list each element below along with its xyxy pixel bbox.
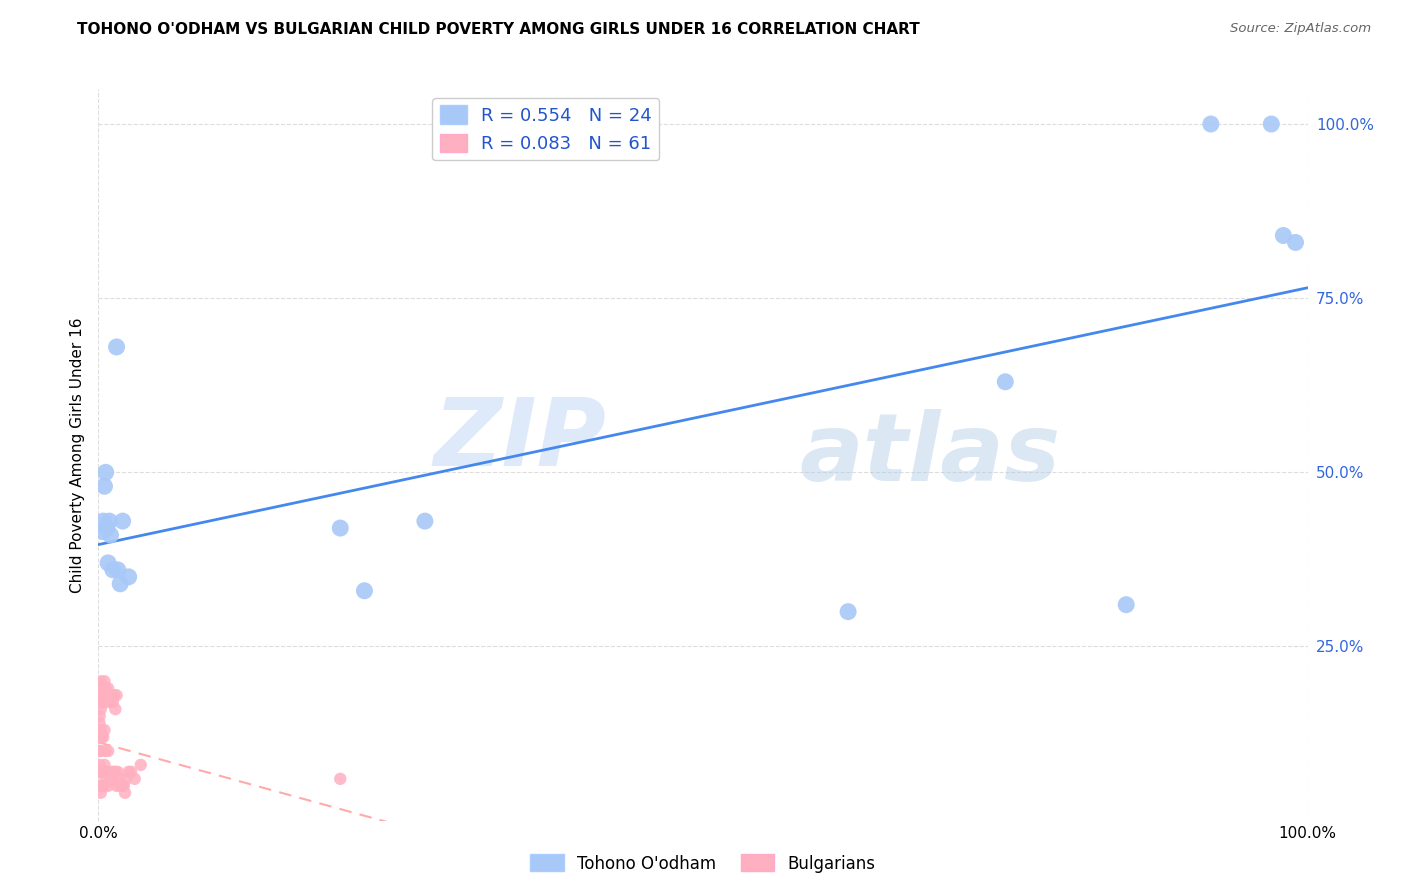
Point: [97, 681, 120, 696]
Point: [98, 514, 121, 528]
Point: [90, 674, 112, 689]
Point: [89, 764, 111, 779]
Point: [89, 758, 111, 772]
Point: [94, 681, 117, 696]
Point: [91, 688, 114, 702]
Point: [1272, 228, 1295, 243]
Point: [90, 702, 112, 716]
Point: [97, 556, 120, 570]
Point: [124, 772, 146, 786]
Point: [1115, 598, 1137, 612]
Point: [413, 514, 436, 528]
Point: [93, 758, 115, 772]
Point: [118, 764, 141, 779]
Point: [93, 674, 115, 689]
Text: Source: ZipAtlas.com: Source: ZipAtlas.com: [1230, 22, 1371, 36]
Point: [89, 688, 111, 702]
Point: [91, 779, 114, 793]
Point: [94, 466, 117, 480]
Point: [111, 514, 134, 528]
Point: [129, 758, 152, 772]
Point: [89, 709, 111, 723]
Point: [96, 688, 118, 702]
Y-axis label: Child Poverty Among Girls Under 16: Child Poverty Among Girls Under 16: [69, 318, 84, 592]
Point: [114, 786, 136, 800]
Point: [994, 375, 1017, 389]
Point: [89, 744, 111, 758]
Point: [90, 764, 112, 779]
Point: [96, 521, 118, 535]
Point: [89, 716, 111, 731]
Point: [105, 340, 128, 354]
Point: [103, 688, 125, 702]
Point: [89, 695, 111, 709]
Point: [100, 764, 122, 779]
Point: [91, 524, 114, 539]
Point: [101, 695, 124, 709]
Point: [115, 772, 138, 786]
Point: [103, 764, 125, 779]
Legend: R = 0.554   N = 24, R = 0.083   N = 61: R = 0.554 N = 24, R = 0.083 N = 61: [433, 98, 659, 161]
Point: [100, 772, 122, 786]
Point: [91, 730, 114, 744]
Point: [93, 779, 115, 793]
Point: [108, 772, 131, 786]
Point: [111, 779, 134, 793]
Point: [97, 779, 120, 793]
Point: [107, 563, 129, 577]
Point: [93, 479, 115, 493]
Point: [107, 764, 129, 779]
Point: [89, 681, 111, 696]
Point: [112, 779, 135, 793]
Point: [101, 772, 124, 786]
Point: [108, 576, 131, 591]
Point: [90, 744, 112, 758]
Point: [100, 688, 122, 702]
Point: [96, 764, 118, 779]
Text: atlas: atlas: [800, 409, 1062, 501]
Point: [101, 563, 124, 577]
Point: [1199, 117, 1222, 131]
Point: [94, 772, 117, 786]
Point: [93, 723, 115, 737]
Point: [837, 605, 859, 619]
Point: [91, 764, 114, 779]
Text: TOHONO O'ODHAM VS BULGARIAN CHILD POVERTY AMONG GIRLS UNDER 16 CORRELATION CHART: TOHONO O'ODHAM VS BULGARIAN CHILD POVERT…: [77, 22, 920, 37]
Point: [108, 779, 131, 793]
Point: [120, 764, 142, 779]
Point: [1284, 235, 1306, 250]
Point: [329, 521, 352, 535]
Point: [329, 772, 352, 786]
Point: [90, 688, 112, 702]
Point: [98, 695, 121, 709]
Point: [98, 764, 121, 779]
Point: [105, 688, 128, 702]
Point: [104, 702, 127, 716]
Point: [97, 744, 120, 758]
Text: ZIP: ZIP: [433, 394, 606, 486]
Legend: Tohono O'odham, Bulgarians: Tohono O'odham, Bulgarians: [523, 847, 883, 880]
Point: [118, 570, 141, 584]
Point: [90, 723, 112, 737]
Point: [91, 695, 114, 709]
Point: [91, 730, 114, 744]
Point: [104, 764, 127, 779]
Point: [90, 786, 112, 800]
Point: [89, 779, 111, 793]
Point: [100, 528, 122, 542]
Point: [353, 583, 375, 598]
Point: [94, 744, 117, 758]
Point: [105, 779, 128, 793]
Point: [91, 514, 114, 528]
Point: [89, 730, 111, 744]
Point: [1260, 117, 1282, 131]
Point: [110, 779, 132, 793]
